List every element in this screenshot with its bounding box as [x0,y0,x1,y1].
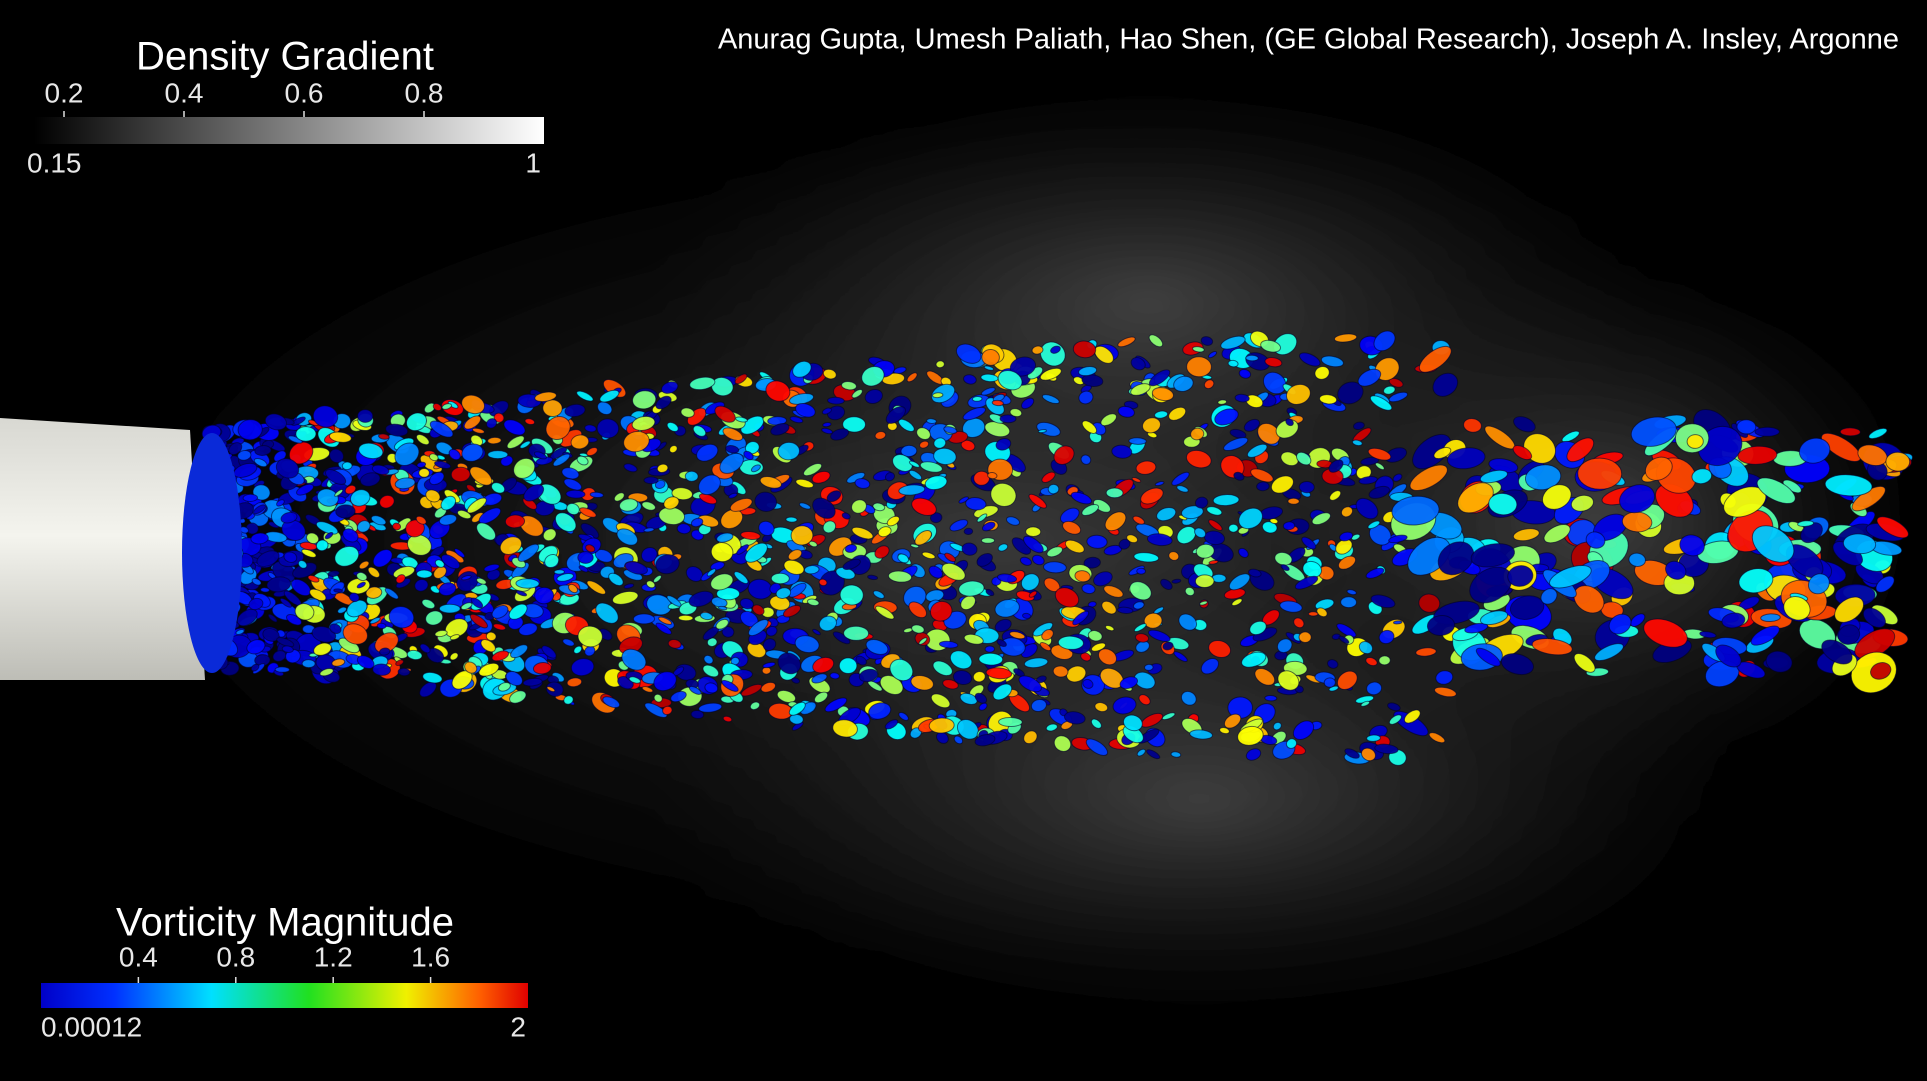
visualization: Anurag Gupta, Umesh Paliath, Hao Shen, (… [0,0,1927,1081]
vortex-blob [685,471,698,482]
vortex-blob [1144,664,1153,671]
vortex-blob [1393,621,1402,625]
vortex-blob [416,570,432,578]
vortex-blob [936,360,945,368]
nozzle [0,418,242,680]
vortex-blob [1229,524,1238,532]
legend-title: Vorticity Magnitude [116,901,454,945]
vortex-blob [566,490,585,499]
vortex-blob [302,659,315,667]
vortex-blob [534,587,554,604]
vortex-blob [578,551,594,563]
vortex-blob [1246,355,1259,361]
vortex-blob [243,494,258,502]
vortex-blob [964,528,973,535]
vortex-blob [1022,613,1031,619]
tick-label: 0.4 [119,941,158,972]
vortex-blob [999,717,1023,726]
vortex-blob [1026,527,1041,537]
legend-title: Density Gradient [136,35,434,79]
tick-label: 0.8 [216,941,255,972]
vortex-blob [678,615,693,621]
vortex-blob [260,587,269,592]
vortex-blob [488,451,508,459]
vortex-blob [791,525,814,545]
vortex-blob [926,418,936,424]
vortex-blob [342,462,352,470]
vortex-blob [439,604,460,613]
vortex-blob [1299,481,1314,493]
tick-label: 1.2 [314,941,353,972]
vortex-blob [1218,399,1227,404]
color-bar [34,117,544,144]
vortex-blob [275,667,289,673]
vortex-blob [979,653,1003,666]
vortex-blob [981,538,994,544]
vortex-blob [827,397,844,404]
vortex-blob [554,570,564,575]
vortex-blob [334,589,343,593]
credit: Anurag Gupta, Umesh Paliath, Hao Shen, (… [718,24,1899,56]
vortex-blob [1324,678,1336,688]
vortex-blob [644,477,658,484]
tick-label: 0.6 [285,77,324,108]
vortex-blob [1379,656,1391,666]
vortex-blob [633,614,654,624]
vortex-blob [1265,695,1277,701]
vortex-blob [1137,568,1146,574]
vortex-blob [451,467,471,482]
vortex-blob [1195,575,1214,588]
vortex-blob [419,468,430,477]
legend-max: 2 [510,1011,526,1042]
tick-label: 1.6 [411,941,450,972]
vortex-blob [839,658,857,674]
vortex-blob [1840,428,1860,436]
vortex-blob [1687,434,1704,449]
vortex-blob [786,517,797,523]
vortex-blob [516,579,539,589]
vortex-blob [1737,419,1756,434]
legend-max: 1 [525,147,541,178]
vortex-blob [377,623,386,629]
legend-min: 0.15 [27,147,82,178]
legend-min: 0.00012 [41,1011,142,1042]
vortex-blob [1577,458,1622,490]
vortex-blob [843,626,868,641]
vortex-blob [357,409,372,422]
tick-label: 0.2 [45,77,84,108]
vortex-blob [1106,488,1123,498]
vortex-blob [505,515,525,529]
vortex-blob [985,646,995,652]
vortex-blob [1299,632,1312,643]
vortex-blob [1886,452,1910,471]
vortex-blob [932,392,943,398]
tick-label: 0.4 [165,77,204,108]
vortex-blob [1256,481,1269,491]
vortex-blob [1186,356,1211,377]
vortex-blob [974,471,990,485]
vortex-blob [972,396,982,401]
vortex-blob [1341,597,1357,608]
vortex-blob [771,573,789,584]
vortex-blob [1048,484,1060,494]
vortex-blob [1129,437,1147,444]
tick-label: 0.8 [405,77,444,108]
vortex-blob [1366,735,1380,742]
vortex-blob [296,426,316,441]
vortex-blob [398,668,410,676]
vortex-blob [1755,427,1779,436]
page: Anurag Gupta, Umesh Paliath, Hao Shen, (… [0,0,1927,1081]
vortex-blob [1308,612,1318,616]
color-bar [41,983,528,1008]
vortex-blob [1288,498,1300,504]
